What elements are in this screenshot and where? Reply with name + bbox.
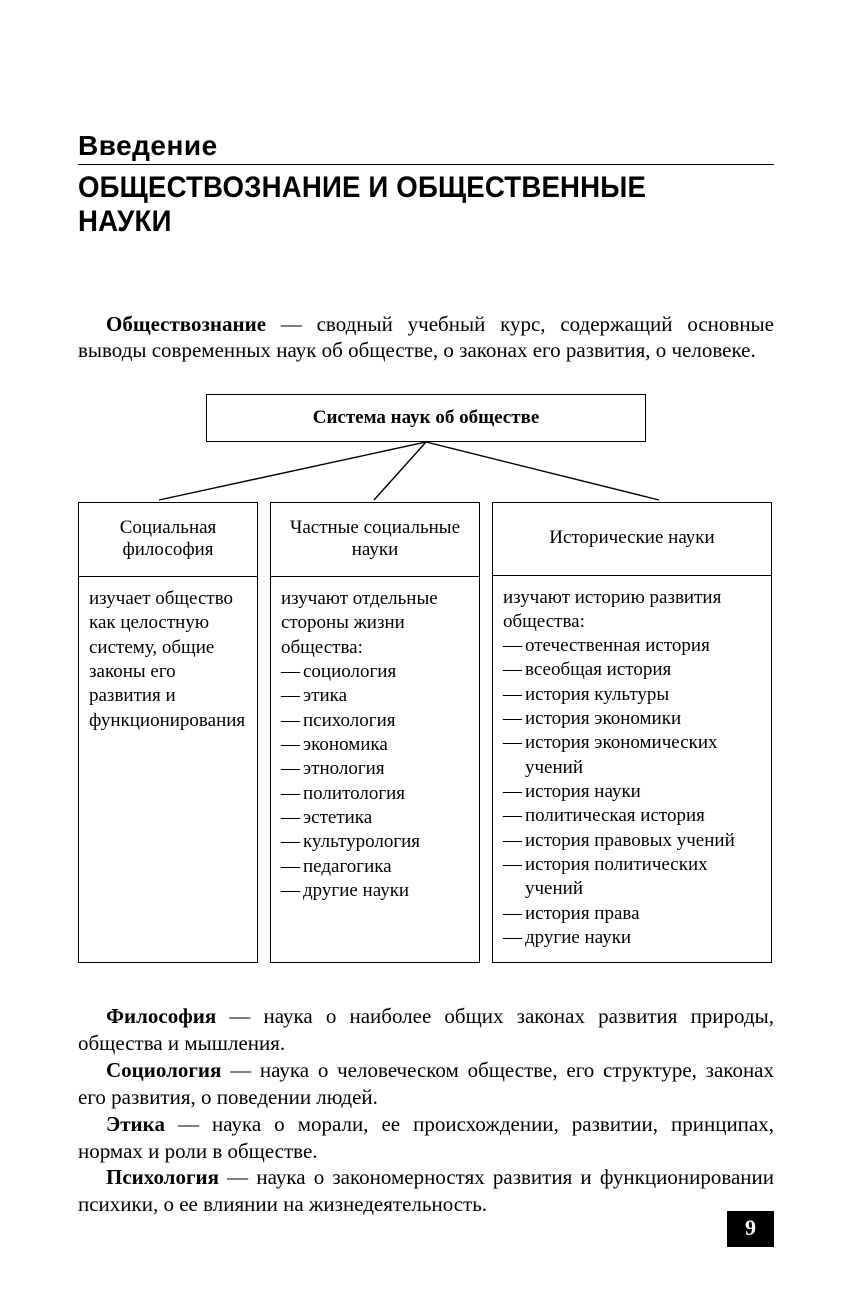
diagram-connectors [79,442,773,502]
page-content: Введение ОБЩЕСТВОЗНАНИЕ И ОБЩЕСТВЕННЫЕ Н… [0,0,844,1278]
column-list: отечественная историявсеобщая историяист… [503,634,761,950]
column-header: Частные социальные науки [270,502,480,578]
page-number: 9 [727,1211,774,1247]
diagram-column: Частные социальные науки изучают отдельны… [270,502,480,964]
diagram-column: Исторические наукиизучают историю развит… [492,502,772,964]
diagram-column: Социальная философия изучает общество как… [78,502,258,964]
intro-paragraph: Обществознание — сводный учебный курс, с… [78,311,774,364]
column-body: изучают отдельные стороны жизни общества… [270,577,480,963]
list-item: история экономических учений [503,731,761,780]
definition-term: Психология [106,1165,219,1189]
diagram-columns: Социальная философия изучает общество как… [78,502,774,964]
list-item: история экономики [503,707,761,731]
definition-text: — наука о морали, ее происхождении, разв… [78,1112,774,1163]
list-item: политология [281,782,469,806]
column-header: Исторические науки [492,502,772,576]
definition: Психология — наука о закономерностях раз… [78,1164,774,1218]
column-body: изучают историю развития общества:отечес… [492,576,772,964]
list-item: культурология [281,830,469,854]
list-item: эстетика [281,806,469,830]
definition-term: Этика [106,1112,165,1136]
list-item: этнология [281,757,469,781]
section-label: Введение [78,130,774,165]
list-item: политическая история [503,804,761,828]
list-item: история правовых учений [503,829,761,853]
definition: Социология — наука о человеческом общест… [78,1057,774,1111]
column-lead: изучает общество как целостную систему, … [89,587,247,733]
definition-term: Философия [106,1004,216,1028]
column-lead: изучают историю развития общества: [503,586,761,635]
diagram-root: Система наук об обществе [206,394,646,442]
list-item: социология [281,660,469,684]
definition: Этика — наука о морали, ее происхождении… [78,1111,774,1165]
list-item: отечественная история [503,634,761,658]
list-item: всеобщая история [503,658,761,682]
list-item: история политических учений [503,853,761,902]
column-lead: изучают отдельные стороны жизни общества… [281,587,469,660]
column-body: изучает общество как целостную систему, … [78,577,258,963]
diagram: Система наук об обществе Социальная фило… [78,394,774,964]
intro-term: Обществознание [106,312,266,336]
definition: Философия — наука о наиболее общих закон… [78,1003,774,1057]
list-item: другие науки [503,926,761,950]
definition-term: Социология [106,1058,221,1082]
list-item: другие науки [281,879,469,903]
list-item: история культуры [503,683,761,707]
list-item: экономика [281,733,469,757]
list-item: история права [503,902,761,926]
list-item: этика [281,684,469,708]
list-item: педагогика [281,855,469,879]
list-item: история науки [503,780,761,804]
main-title: ОБЩЕСТВОЗНАНИЕ И ОБЩЕСТВЕННЫЕ НАУКИ [78,171,718,239]
column-list: социологияэтикапсихологияэкономикаэтноло… [281,660,469,903]
definitions: Философия — наука о наиболее общих закон… [78,1003,774,1218]
column-header: Социальная философия [78,502,258,578]
list-item: психология [281,709,469,733]
